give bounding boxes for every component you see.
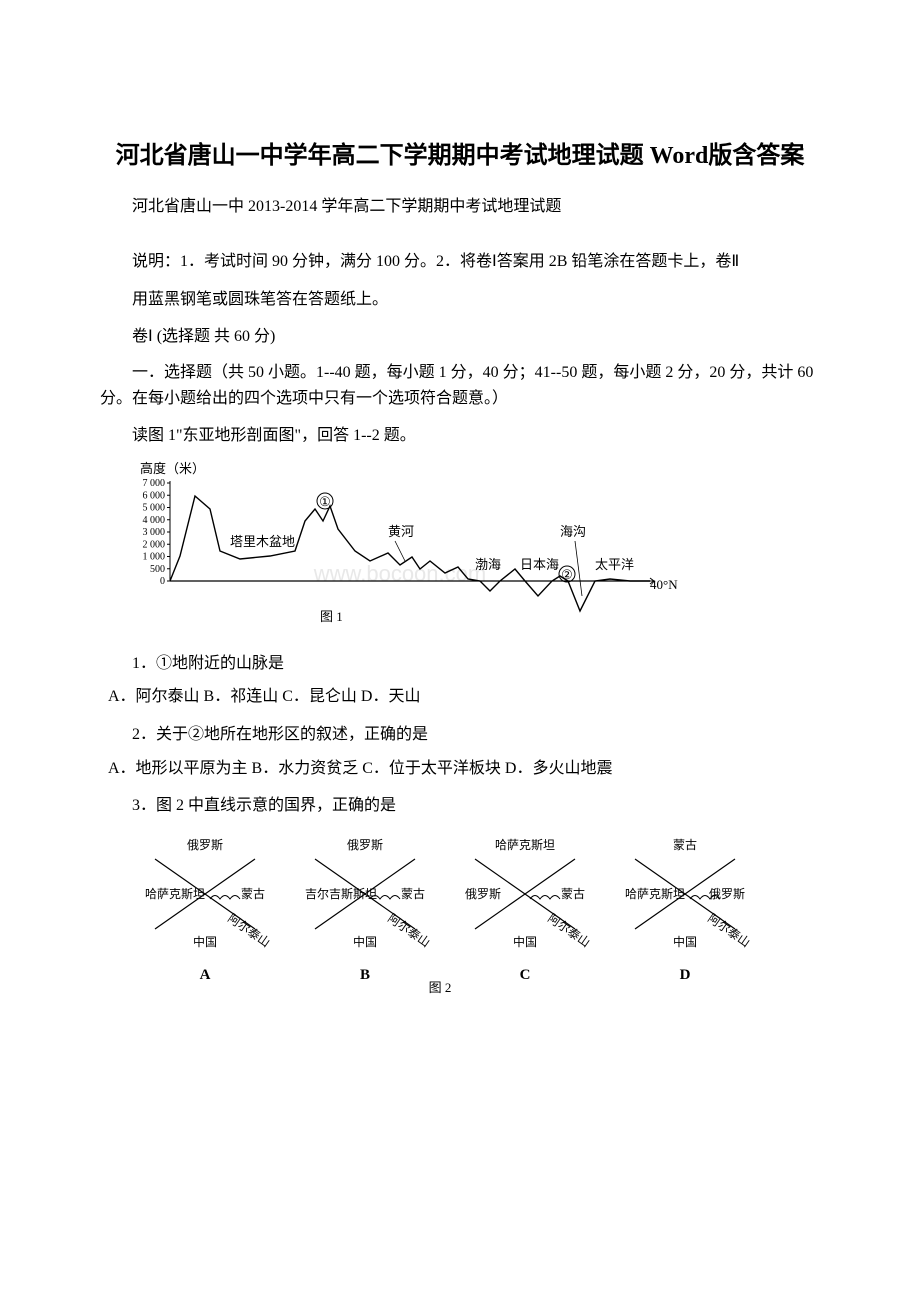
section-header: 卷Ⅰ (选择题 共 60 分) <box>100 324 820 350</box>
svg-text:蒙古: 蒙古 <box>561 886 585 901</box>
svg-text:D: D <box>680 967 691 983</box>
svg-text:哈萨克斯坦: 哈萨克斯坦 <box>625 887 685 901</box>
instructions-line2: 用蓝黑钢笔或圆珠笔答在答题纸上。 <box>100 287 820 313</box>
fig1-intro: 读图 1"东亚地形剖面图"，回答 1--2 题。 <box>100 423 820 449</box>
svg-text:中国: 中国 <box>513 934 537 949</box>
svg-text:7 000: 7 000 <box>143 478 166 489</box>
svg-text:B: B <box>360 967 370 983</box>
svg-text:哈萨克斯坦: 哈萨克斯坦 <box>495 838 555 852</box>
svg-text:蒙古: 蒙古 <box>673 837 697 852</box>
svg-text:蒙古: 蒙古 <box>401 886 425 901</box>
question-2-options: A．地形以平原为主 B．水力资贫乏 C．位于太平洋板块 D．多火山地震 <box>100 756 820 782</box>
question-2: 2．关于②地所在地形区的叙述，正确的是 <box>100 722 820 748</box>
question-1: 1．①地附近的山脉是 <box>100 651 820 677</box>
instructions-line1: 说明：1．考试时间 90 分钟，满分 100 分。2．将卷Ⅰ答案用 2B 铅笔涂… <box>100 249 820 275</box>
label-yellow-river: 黄河 <box>388 524 414 539</box>
svg-text:哈萨克斯坦: 哈萨克斯坦 <box>145 887 205 901</box>
svg-text:中国: 中国 <box>673 934 697 949</box>
svg-text:5 000: 5 000 <box>143 502 166 513</box>
svg-text:3 000: 3 000 <box>143 527 166 538</box>
label-lat: 40°N <box>650 577 678 592</box>
label-marker2: ② <box>561 567 573 582</box>
svg-text:俄罗斯: 俄罗斯 <box>465 887 501 901</box>
label-basin: 塔里木盆地 <box>230 534 295 549</box>
figure-1: www.bocoon.com 高度（米） 7 0006 0005 0004 00… <box>120 461 820 631</box>
svg-text:500: 500 <box>150 564 165 575</box>
label-japan-sea: 日本海 <box>520 557 559 572</box>
svg-text:中国: 中国 <box>353 934 377 949</box>
page-title: 河北省唐山一中学年高二下学期期中考试地理试题 Word版含答案 <box>100 140 820 174</box>
svg-text:6 000: 6 000 <box>143 490 166 501</box>
svg-text:4 000: 4 000 <box>143 515 166 526</box>
svg-text:阿尔泰山: 阿尔泰山 <box>225 910 273 950</box>
label-bohai: 渤海 <box>475 557 501 572</box>
y-axis-title: 高度（米） <box>140 461 205 476</box>
section-intro: 一．选择题（共 50 小题。1--40 题，每小题 1 分，40 分；41--5… <box>100 360 820 411</box>
svg-text:俄罗斯: 俄罗斯 <box>187 838 223 852</box>
label-pacific: 太平洋 <box>595 557 634 572</box>
label-marker1: ① <box>319 494 331 509</box>
svg-text:吉尔吉斯斯坦: 吉尔吉斯斯坦 <box>305 886 377 901</box>
svg-text:阿尔泰山: 阿尔泰山 <box>705 910 753 950</box>
svg-text:2 000: 2 000 <box>143 539 166 550</box>
svg-text:0: 0 <box>160 576 165 587</box>
label-trench: 海沟 <box>560 524 586 539</box>
question-3: 3．图 2 中直线示意的国界，正确的是 <box>100 793 820 819</box>
svg-text:A: A <box>200 967 211 983</box>
subtitle: 河北省唐山一中 2013-2014 学年高二下学期期中考试地理试题 <box>100 194 820 220</box>
fig1-caption: 图 1 <box>320 609 343 624</box>
svg-text:俄罗斯: 俄罗斯 <box>709 887 745 901</box>
svg-text:蒙古: 蒙古 <box>241 886 265 901</box>
svg-text:俄罗斯: 俄罗斯 <box>347 838 383 852</box>
figure-2: 俄罗斯哈萨克斯坦蒙古中国阿尔泰山A俄罗斯吉尔吉斯斯坦蒙古中国阿尔泰山B哈萨克斯坦… <box>120 829 820 999</box>
question-1-options: A．阿尔泰山 B．祁连山 C．昆仑山 D．天山 <box>100 684 820 710</box>
svg-text:阿尔泰山: 阿尔泰山 <box>385 910 433 950</box>
svg-text:图 2: 图 2 <box>429 980 452 995</box>
svg-text:C: C <box>520 967 531 983</box>
svg-text:中国: 中国 <box>193 934 217 949</box>
svg-text:阿尔泰山: 阿尔泰山 <box>545 910 593 950</box>
svg-text:1 000: 1 000 <box>143 551 166 562</box>
